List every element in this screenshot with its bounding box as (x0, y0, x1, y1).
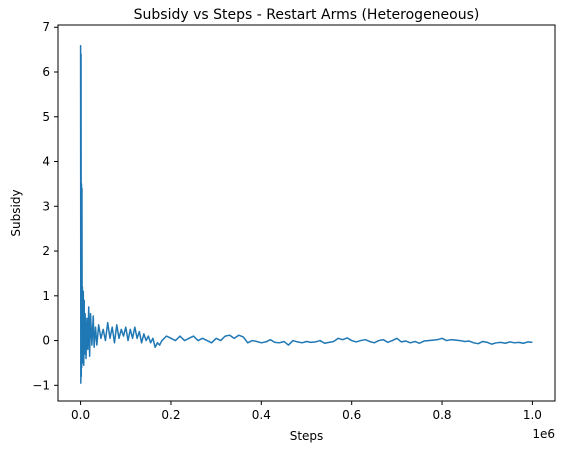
x-axis-label: Steps (290, 429, 324, 443)
chart-title: Subsidy vs Steps - Restart Arms (Heterog… (134, 7, 480, 23)
x-tick-label: 0.6 (342, 408, 361, 422)
x-tick-label: 1.0 (523, 408, 542, 422)
series-line-subsidy (79, 45, 533, 384)
axes-frame (57, 24, 556, 402)
plot-area (79, 45, 533, 384)
x-axis-offset-label: 1e6 (532, 427, 555, 441)
y-tick-label: 4 (42, 155, 50, 169)
y-axis-ticks: −1 0 1 2 3 4 5 6 7 (32, 20, 58, 392)
y-tick-label: 5 (42, 110, 50, 124)
x-tick-label: 0.2 (161, 408, 180, 422)
y-tick-label: 3 (42, 199, 50, 213)
y-axis-label: Subsidy (9, 189, 23, 236)
y-tick-label: 1 (42, 289, 50, 303)
y-tick-label: 0 (42, 334, 50, 348)
x-tick-label: 0.4 (252, 408, 271, 422)
y-tick-label: 2 (42, 244, 50, 258)
y-tick-label: 7 (42, 20, 50, 34)
x-tick-label: 0.8 (432, 408, 451, 422)
y-tick-label: −1 (32, 378, 50, 392)
x-axis-ticks: 0.0 0.2 0.4 0.6 0.8 1.0 (71, 401, 542, 422)
x-tick-label: 0.0 (71, 408, 90, 422)
y-tick-label: 6 (42, 65, 50, 79)
